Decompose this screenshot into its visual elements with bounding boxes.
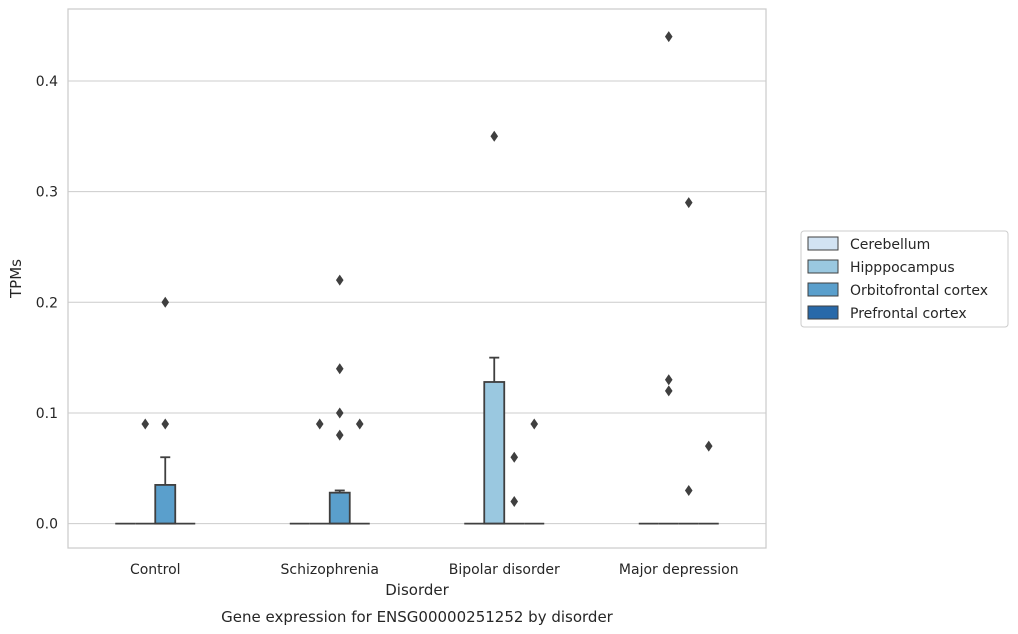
outlier-point (141, 418, 150, 430)
chart-title: Gene expression for ENSG00000251252 by d… (221, 608, 614, 626)
y-tick-label: 0.4 (36, 74, 58, 90)
legend-swatch (807, 236, 839, 251)
box-rect (483, 381, 506, 525)
box-layer (115, 356, 719, 525)
outlier-point (684, 484, 693, 496)
outlier-point (664, 374, 673, 386)
legend-label: Prefrontal cortex (850, 306, 967, 322)
legend-label: Hipppocampus (850, 260, 955, 276)
y-tick-label: 0.1 (36, 406, 58, 422)
x-tick-layer: Control Schizophrenia Bipolar disorder Majo… (130, 562, 739, 578)
grid-layer (68, 80, 766, 525)
outlier-point (664, 31, 673, 43)
x-tick-label: Bipolar disorder (449, 562, 560, 578)
outlier-point (510, 451, 519, 463)
outlier-point (161, 418, 170, 430)
outlier-point (704, 440, 713, 452)
x-axis-title: Disorder (385, 581, 449, 599)
outlier-point (335, 429, 344, 441)
box-orbitofrontal-cortex (154, 456, 177, 525)
legend-label: Cerebellum (850, 237, 930, 253)
legend-label: Orbitofrontal cortex (850, 283, 988, 299)
x-tick-label: Schizophrenia (281, 562, 379, 578)
outlier-point (490, 130, 499, 142)
y-tick-label: 0.0 (36, 517, 58, 533)
legend-frame (800, 230, 1009, 328)
legend-swatch (807, 305, 839, 320)
x-tick-label: Control (130, 562, 181, 578)
box-rect (154, 484, 177, 525)
outlier-point (684, 197, 693, 209)
outlier-layer (141, 31, 713, 508)
outlier-point (355, 418, 364, 430)
outlier-point (510, 496, 519, 508)
y-tick-layer: 0.0 0.1 0.2 0.3 0.4 (36, 74, 58, 533)
y-tick-label: 0.3 (36, 185, 58, 201)
outlier-point (530, 418, 539, 430)
box-orbitofrontal-cortex (328, 489, 351, 525)
box-hipppocampus (483, 356, 506, 525)
legend: Cerebellum Hipppocampus Orbitofrontal cort… (800, 230, 1009, 328)
legend-items: Cerebellum Hipppocampus Orbitofrontal cort… (807, 236, 988, 322)
outlier-point (315, 418, 324, 430)
plot-frame (67, 8, 767, 549)
outlier-point (335, 407, 344, 419)
y-axis-title: TPMs (7, 259, 25, 299)
legend-swatch (807, 259, 839, 274)
legend-swatch (807, 282, 839, 297)
box-rect (328, 491, 351, 525)
x-tick-label: Major depression (619, 562, 739, 578)
outlier-point (161, 296, 170, 308)
outlier-point (335, 363, 344, 375)
y-tick-label: 0.2 (36, 295, 58, 311)
outlier-point (664, 385, 673, 397)
outlier-point (335, 274, 344, 286)
